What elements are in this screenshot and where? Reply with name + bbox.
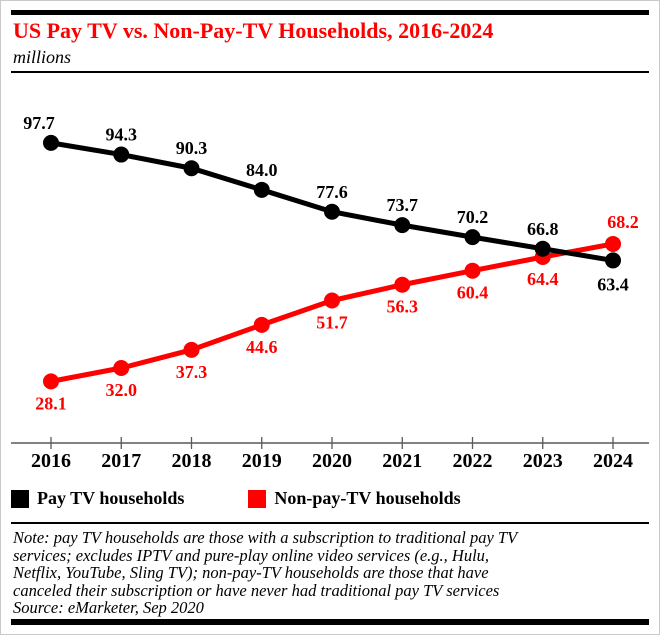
x-axis-label: 2016 [31,450,71,472]
data-point [464,262,481,279]
data-label: 44.6 [246,337,278,357]
bottom-divider-bar [11,619,649,625]
x-axis-label: 2024 [593,450,633,472]
x-axis-label: 2021 [382,450,422,472]
data-point [43,373,59,390]
data-point [534,240,551,257]
data-point [394,217,411,234]
data-point [183,160,200,177]
x-axis-label: 2023 [523,450,563,472]
data-label: 37.3 [176,362,208,382]
data-point [324,292,340,309]
data-label: 73.7 [387,195,419,215]
data-label: 77.6 [316,182,348,202]
data-label: 90.3 [176,138,208,158]
data-point [43,134,59,151]
legend: Pay TV households Non-pay-TV households [11,488,461,509]
legend-item-non-pay-tv: Non-pay-TV households [248,488,461,509]
data-label: 63.4 [597,274,629,294]
header-rule [11,71,649,73]
legend-label-pay-tv: Pay TV households [37,488,185,508]
data-label: 70.2 [457,207,489,227]
note-text: Note: pay TV households are those with a… [13,528,518,600]
data-label: 94.3 [106,125,138,145]
data-label: 97.7 [23,113,55,133]
data-label: 84.0 [246,160,278,180]
data-point [253,181,270,198]
top-divider-bar [11,10,649,15]
data-point [605,235,621,252]
x-axis-label: 2017 [101,450,141,472]
data-point [113,146,130,163]
x-axis-label: 2019 [242,450,282,472]
data-label: 28.1 [35,393,67,413]
data-label: 68.2 [607,212,639,232]
chart-title: US Pay TV vs. Non-Pay-TV Households, 201… [13,18,494,43]
legend-label-non-pay-tv: Non-pay-TV households [274,488,461,508]
source-text: Source: eMarketer, Sep 2020 [13,598,204,617]
data-point [183,341,200,358]
data-label: 64.4 [527,269,559,289]
data-label: 66.8 [527,219,559,239]
data-point [113,360,130,377]
chart-unit-label: millions [13,47,72,67]
data-point [464,229,481,246]
data-point [394,276,411,293]
x-axis-label: 2020 [312,450,352,472]
data-label: 32.0 [106,380,138,400]
data-point [605,252,621,269]
data-point [253,316,270,333]
pay-tv-swatch-icon [11,489,29,508]
data-label: 60.4 [457,283,489,303]
x-axis-label: 2018 [172,450,212,472]
legend-item-pay-tv: Pay TV households [11,488,184,509]
data-point [324,203,340,220]
note-rule [11,522,649,524]
x-axis-label: 2022 [453,450,493,472]
data-label: 51.7 [316,313,348,333]
non-pay-tv-swatch-icon [248,489,267,508]
data-label: 56.3 [387,297,419,317]
line-chart: 2016 2017 2018 2019 2020 2021 2022 2023 2024 28.1… [11,113,649,472]
